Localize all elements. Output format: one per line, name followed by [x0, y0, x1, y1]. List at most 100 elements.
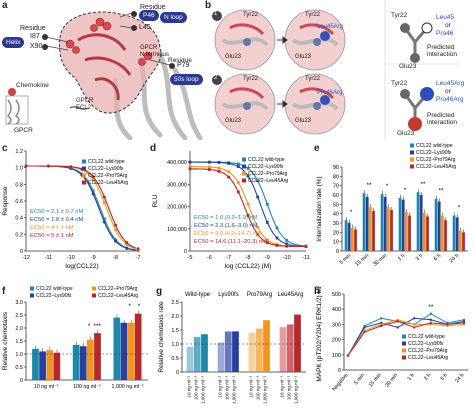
chart-f-category-label: 100 ng ml⁻¹ [73, 384, 101, 390]
chart-d-point [246, 202, 250, 206]
panel-g-label: g [156, 286, 163, 297]
chart-f-significance: * [128, 303, 131, 310]
chart-c-y-tick-label: 1.2 [15, 149, 23, 155]
chart-e-y-tick-label: 70 [333, 184, 339, 190]
chart-e-bar [354, 229, 357, 251]
n-loop-pill: N loop [160, 12, 187, 23]
chart-h-point [413, 326, 416, 329]
chart-h-y-tick-label: 0 [338, 368, 341, 374]
chart-e-bar [441, 215, 444, 251]
tyr22-label-4: Tyr22 [305, 76, 321, 82]
chart-g-group-label: Lys90fs [218, 292, 238, 298]
chart-c-y-label: Response [2, 186, 9, 216]
chart-f-y-tick-label: 0 [20, 378, 23, 384]
chart-d-x-label: log (CCL22) (M) [225, 263, 272, 270]
chart-f-y-tick-label: 3.0 [15, 300, 23, 306]
chart-d-point [256, 195, 260, 199]
chart-e-bar [383, 196, 387, 251]
chart-g-category-label: 10 ng ml⁻¹ [279, 376, 284, 398]
chart-d-legend-swatch [242, 157, 246, 162]
chart-g-bar [263, 320, 270, 372]
chart-c-x-tick-label: -10 [67, 255, 75, 261]
chart-e-bar [459, 230, 462, 251]
chart-g-bar [193, 337, 201, 372]
tyr22-label-3: Tyr22 [243, 76, 259, 82]
chart-c-point [46, 164, 50, 168]
chart-e-bar [351, 227, 354, 251]
chart-d-y-tick-label: 100,000 [167, 227, 187, 233]
chart-e-bar [344, 220, 348, 251]
chart-d-x-tick-label: -5 [188, 255, 193, 261]
chart-g-bar [255, 328, 263, 372]
chart-d-point [265, 220, 269, 224]
chart-g-y-tick-label: 0 [176, 370, 179, 376]
chart-e-bar [398, 197, 402, 251]
chart-d-ec50-label: EC50 = 1.0 (0.3–1.9) nM [194, 215, 258, 221]
chart-h-category-label: 6 h [440, 372, 449, 382]
panel-h-label: h [314, 286, 321, 297]
step-2-label: 2 [214, 75, 218, 81]
chart-c-x-tick-label: -7 [136, 255, 141, 261]
chart-d-point [217, 166, 221, 170]
chart-e-legend-swatch [410, 157, 414, 162]
x90-label: X90 [30, 43, 43, 50]
chart-d-legend-label: CCL22–Lys90fs [248, 164, 284, 170]
chart-c-y-tick-label: 0 [20, 249, 23, 255]
chart-h-point [379, 324, 383, 328]
chart-f-bar [127, 322, 135, 380]
gpcr-n-terminus-label: GPCR N terminus [140, 45, 170, 58]
chart-e-category-label: 6 h [433, 253, 443, 262]
panel-c-label: c [2, 143, 8, 154]
chart-h-point [346, 354, 350, 357]
chart-f-category-label: 10 ng ml⁻¹ [34, 384, 59, 390]
chart-e-bar [405, 211, 408, 251]
chart-d-point [275, 226, 279, 230]
chart-g-category-label: 1,000 ng ml⁻¹ [201, 376, 206, 404]
chart-d-y-tick-label: 0 [184, 249, 187, 255]
chart-f-bar [87, 339, 94, 380]
chart-c-point [102, 201, 106, 205]
chart-g-y-tick-label: 0.5 [171, 356, 179, 362]
chart-d-legend-swatch [242, 164, 246, 169]
chart-h-significance: ** [428, 304, 434, 311]
chart-h-legend-swatch [402, 341, 406, 346]
glu23-label-3: Glu23 [225, 118, 242, 124]
tyr22-label-1: Tyr22 [243, 12, 259, 18]
chart-e-legend-label: CCL22–Lys90fs [416, 150, 452, 156]
chart-d-point [285, 238, 289, 242]
chart-f-bar [120, 322, 128, 380]
chart-e-bar [369, 207, 372, 251]
legend-bot-tyr: Tyr22 [391, 80, 408, 87]
chart-c-x-label: log(CCL22) [65, 263, 98, 270]
legend-top-mut2: Pro46 [436, 30, 454, 37]
chart-g-category-label: 1,000 ng ml⁻¹ [294, 376, 299, 404]
chart-h-y-tick-label: 200 [332, 338, 341, 344]
chart-h-legend-swatch [402, 355, 406, 360]
chart-e-category-label: 3 h [415, 253, 425, 262]
chart-g-category-label: 10 ng ml⁻¹ [186, 376, 191, 398]
legend-bot-mut2: Pro46Arg [436, 96, 464, 103]
chart-c-point [24, 164, 28, 168]
chart-f-bar [72, 344, 80, 380]
legend-bot-glu: Glu23 [397, 130, 415, 137]
chart-c-legend-swatch [82, 173, 86, 178]
chart-g-category-label: 10 ng ml⁻¹ [217, 376, 222, 398]
chart-c-legend-swatch [82, 166, 86, 171]
chart-f-bar [113, 317, 121, 380]
gpcr-ecl2-label: GPCR ECL2 [76, 98, 94, 111]
chart-h-point [413, 323, 416, 326]
chart-d-point [246, 214, 250, 217]
chart-d-point [227, 175, 231, 179]
chart-c-point [125, 246, 129, 250]
chart-g-bar [286, 324, 294, 372]
chart-f-legend-swatch [30, 293, 34, 298]
chart-e-bar [408, 215, 411, 251]
chart-e-bar [390, 209, 393, 251]
chart-f-legend-label: CCL22–Lys90fs [36, 293, 72, 299]
chart-f-legend-label: CCL22–Pro79Arg [98, 286, 138, 292]
chart-e-y-tick-label: 30 [333, 221, 339, 227]
chart-h-y-label: MAPK (pT202/Y204) ERK1/2) MFI [316, 286, 323, 382]
legend-top-tyr: Tyr22 [391, 12, 408, 19]
chart-e-category-label: 1 h [397, 253, 407, 262]
i87-label: I87 [30, 33, 40, 40]
